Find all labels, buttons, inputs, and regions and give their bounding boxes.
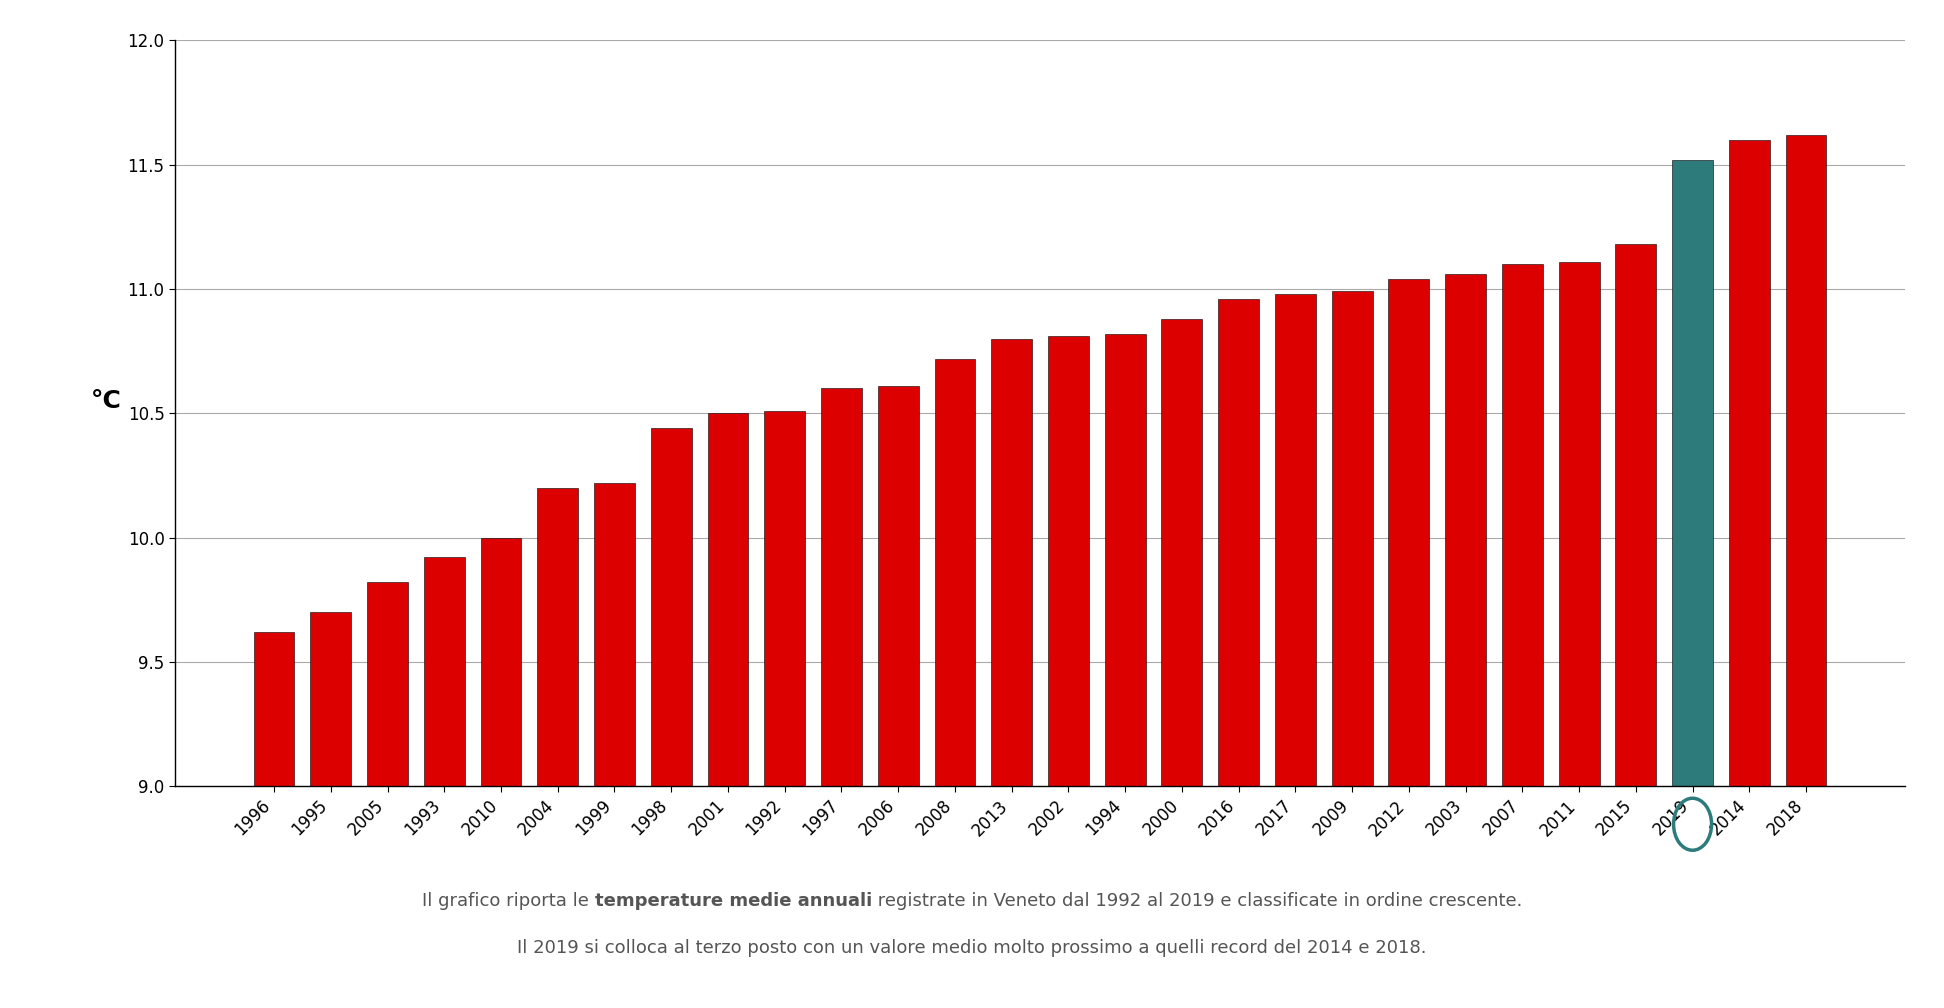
Bar <box>1275 294 1316 786</box>
Bar <box>1388 279 1429 786</box>
Bar <box>480 537 521 786</box>
Bar <box>311 612 352 786</box>
Bar <box>537 488 577 786</box>
Bar <box>424 557 465 786</box>
Bar <box>595 483 636 786</box>
Bar <box>1104 334 1145 786</box>
Bar <box>879 386 920 786</box>
Bar <box>253 632 294 786</box>
Bar <box>1048 337 1089 786</box>
Bar <box>1672 159 1713 786</box>
Bar <box>991 339 1032 786</box>
Bar <box>820 388 861 786</box>
Bar <box>708 413 748 786</box>
Bar <box>1161 319 1201 786</box>
Bar <box>651 428 692 786</box>
Bar <box>1219 299 1260 786</box>
Bar <box>1332 291 1372 786</box>
Bar <box>1503 264 1544 786</box>
Bar <box>1559 262 1600 786</box>
Bar <box>1615 244 1656 786</box>
Bar <box>1787 135 1827 786</box>
Text: Il 2019 si colloca al terzo posto con un valore medio molto prossimo a quelli re: Il 2019 si colloca al terzo posto con un… <box>517 939 1427 958</box>
Bar <box>764 411 805 786</box>
Y-axis label: °C: °C <box>91 389 122 413</box>
Bar <box>1728 140 1769 786</box>
Text: temperature medie annuali: temperature medie annuali <box>595 892 871 910</box>
Bar <box>935 359 976 786</box>
Bar <box>367 583 408 786</box>
Bar <box>1444 274 1485 786</box>
Text: registrate in Veneto dal 1992 al 2019 e classificate in ordine crescente.: registrate in Veneto dal 1992 al 2019 e … <box>871 892 1522 910</box>
Text: Il grafico riporta le: Il grafico riporta le <box>422 892 595 910</box>
